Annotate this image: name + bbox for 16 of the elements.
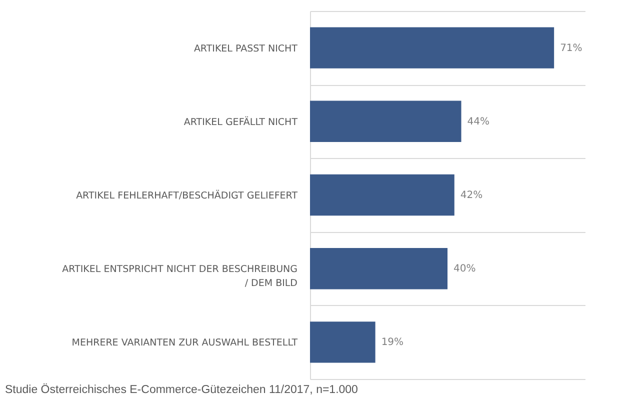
bar <box>310 27 554 68</box>
data-label: 71% <box>560 42 582 54</box>
bar <box>310 322 376 363</box>
y-tick-label: ARTIKEL FEHLERHAFT/BESCHÄDIGT GELIEFERT <box>76 190 298 202</box>
data-label: 42% <box>460 190 483 201</box>
bar <box>310 100 462 142</box>
y-tick-label: ARTIKEL ENTSPRICHT NICHT DER BESCHREIBUNG / DEM BILD <box>62 264 298 290</box>
text: Studie Österreichisches E-Commerce-Gütezeichen 11/2017, n=1.000 <box>5 383 358 396</box>
bar <box>310 248 448 290</box>
y-tick-label: ARTIKEL GEFÄLLT NICHT <box>184 116 298 128</box>
y-tick-label: ARTIKEL PASST NICHT <box>194 43 298 54</box>
data-label: 40% <box>454 264 476 275</box>
data-label: 44% <box>467 116 490 128</box>
bar <box>310 174 454 216</box>
data-label: 19% <box>381 337 404 348</box>
y-tick-label: MEHRERE VARIANTEN ZUR AUSWAHL BESTELLT <box>72 338 298 349</box>
